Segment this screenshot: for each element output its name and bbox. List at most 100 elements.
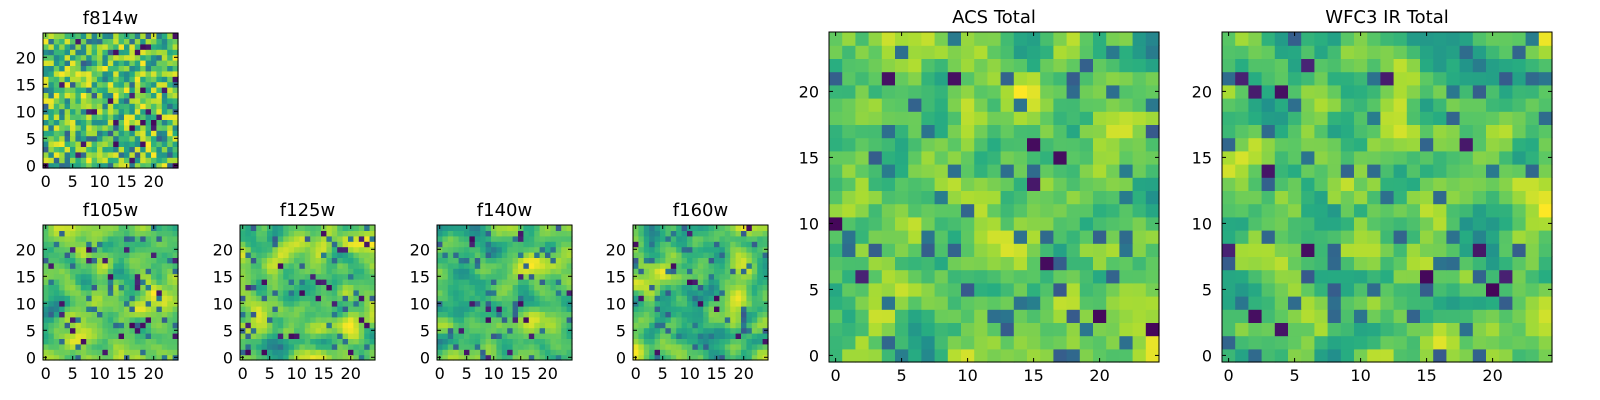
heatmap-cell xyxy=(53,338,60,345)
heatmap-cell xyxy=(315,252,322,258)
heatmap-cell xyxy=(868,111,883,125)
heatmap-cell xyxy=(687,316,693,323)
heatmap-cell xyxy=(59,141,66,147)
heatmap-cell xyxy=(1235,335,1249,350)
heatmap-cell xyxy=(156,70,163,77)
heatmap-cell xyxy=(464,279,470,285)
heatmap-cell xyxy=(1420,243,1434,257)
heatmap-cell xyxy=(681,354,688,361)
heatmap-cell xyxy=(91,268,98,275)
heatmap-cell xyxy=(1027,84,1041,99)
heatmap-cell xyxy=(124,60,130,66)
heatmap-cell xyxy=(512,333,519,339)
heatmap-cell xyxy=(299,289,306,296)
heatmap-cell xyxy=(1314,124,1329,139)
heatmap-cell xyxy=(1261,296,1276,310)
heatmap-cell xyxy=(550,327,557,334)
heatmap-cell xyxy=(485,333,492,339)
heatmap-cell xyxy=(59,349,66,356)
heatmap-cell xyxy=(80,162,87,169)
heatmap-cell xyxy=(757,284,764,291)
heatmap-cell xyxy=(91,300,98,307)
heatmap-cell xyxy=(1222,164,1236,178)
y-tick-label: 5 xyxy=(809,280,819,299)
x-tick-label: 10 xyxy=(680,364,700,383)
heatmap-cell xyxy=(299,257,306,264)
heatmap-cell xyxy=(140,279,147,285)
heatmap-cell xyxy=(719,268,726,275)
heatmap-cell xyxy=(947,58,962,73)
heatmap-cell xyxy=(708,273,715,280)
heatmap-cell xyxy=(1499,203,1513,218)
heatmap-cell xyxy=(633,257,639,264)
heatmap-cell xyxy=(91,354,98,361)
heatmap-cell xyxy=(724,333,731,339)
heatmap-cell xyxy=(1499,309,1513,323)
heatmap-cell xyxy=(934,216,949,231)
x-tick-label: 20 xyxy=(341,364,361,383)
heatmap-cell xyxy=(358,284,365,291)
heatmap-cell xyxy=(97,146,103,153)
heatmap-cell xyxy=(1499,230,1513,244)
heatmap-cell xyxy=(1354,322,1368,337)
heatmap-cell xyxy=(501,343,508,350)
heatmap-cell xyxy=(80,70,87,77)
heatmap-cell xyxy=(161,97,168,104)
heatmap-cell xyxy=(1512,84,1527,99)
heatmap-cell xyxy=(1327,71,1342,86)
heatmap-cell xyxy=(480,284,487,291)
heatmap-cell xyxy=(507,273,514,280)
heatmap-cell xyxy=(987,256,1002,271)
heatmap-cell xyxy=(947,111,962,125)
heatmap-cell xyxy=(1380,45,1395,59)
heatmap-cell xyxy=(75,81,82,88)
heatmap-cell xyxy=(80,333,87,339)
y-tick-label: 20 xyxy=(799,82,819,101)
heatmap-cell xyxy=(167,295,174,302)
heatmap-cell xyxy=(539,289,546,296)
heatmap-cell xyxy=(1314,348,1329,363)
heatmap-cell xyxy=(167,162,174,169)
heatmap-cell xyxy=(64,130,71,137)
heatmap-cell xyxy=(140,33,147,39)
heatmap-cell xyxy=(86,146,93,153)
x-tick-label: 0 xyxy=(1224,366,1234,385)
heatmap-cell xyxy=(1380,71,1395,86)
heatmap-cell xyxy=(156,97,163,104)
heatmap-cell xyxy=(48,252,55,258)
heatmap-cell xyxy=(48,108,55,115)
heatmap-cell xyxy=(1459,309,1474,323)
heatmap-cell xyxy=(321,241,327,248)
heatmap-cell xyxy=(1093,230,1107,244)
heatmap-cell xyxy=(156,103,163,110)
heatmap-cell xyxy=(458,354,465,361)
heatmap-cell xyxy=(48,279,55,285)
heatmap-cell xyxy=(364,262,371,269)
heatmap-cell xyxy=(369,279,376,285)
heatmap-cell xyxy=(48,97,55,104)
heatmap-cell xyxy=(703,246,710,253)
heatmap-cell xyxy=(1288,58,1302,73)
heatmap-cell xyxy=(703,225,710,231)
heatmap-cell xyxy=(134,33,141,39)
heatmap-cell xyxy=(757,262,764,269)
heatmap-cells xyxy=(1222,32,1553,363)
heatmap-cell xyxy=(277,241,284,248)
heatmap-cell xyxy=(353,322,360,329)
heatmap-cell xyxy=(326,246,333,253)
heatmap-cell xyxy=(703,257,710,264)
heatmap-cell xyxy=(167,354,174,361)
heatmap-cell xyxy=(512,295,519,302)
heatmap-cell xyxy=(283,257,290,264)
heatmap-cell xyxy=(523,300,530,307)
heatmap-cell xyxy=(437,235,443,242)
heatmap-cell xyxy=(442,295,449,302)
heatmap-cell xyxy=(687,246,693,253)
heatmap-cell xyxy=(746,225,753,231)
heatmap-cell xyxy=(1288,203,1302,218)
heatmap-cell xyxy=(80,135,87,142)
heatmap-cell xyxy=(342,230,349,237)
heatmap-cell xyxy=(1248,296,1263,310)
heatmap-cell xyxy=(1327,84,1342,99)
heatmap-cell xyxy=(129,322,136,329)
